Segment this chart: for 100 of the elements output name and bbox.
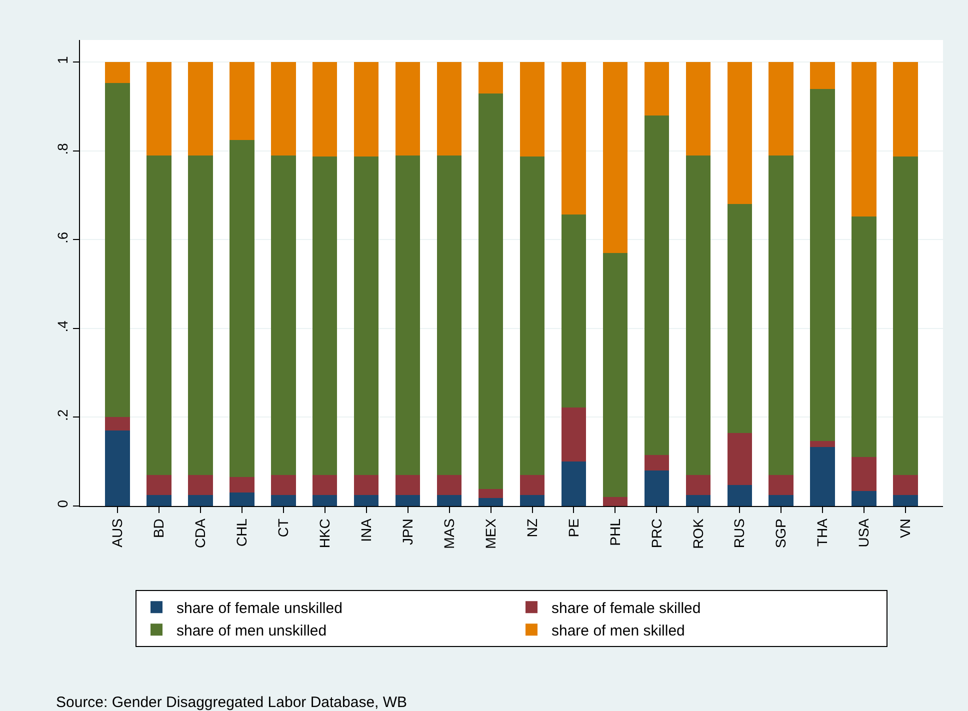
x-tick-label: CT — [274, 518, 291, 538]
bar — [810, 62, 836, 89]
x-tick-label: PHL — [606, 518, 623, 546]
x-tick-label: RUS — [731, 518, 748, 548]
bar — [478, 489, 504, 498]
bar — [810, 446, 836, 506]
bar — [768, 155, 794, 475]
bar — [602, 62, 628, 254]
bar — [436, 474, 462, 495]
legend-label: share of female unskilled — [176, 600, 342, 617]
bar — [270, 494, 296, 506]
bar — [188, 155, 213, 475]
bar — [354, 156, 379, 475]
bar — [229, 477, 254, 493]
bar — [768, 474, 794, 495]
bar — [354, 474, 379, 495]
x-tick-label: VN — [897, 518, 914, 538]
x-tick-label: INA — [358, 518, 374, 542]
bar — [104, 62, 130, 84]
bar — [312, 494, 338, 506]
bar — [354, 62, 379, 156]
x-tick-label: NZ — [524, 518, 540, 538]
bar — [312, 156, 338, 475]
bar — [893, 156, 918, 475]
x-tick-label: PE — [565, 518, 582, 538]
bar — [852, 490, 877, 506]
bar — [270, 155, 296, 475]
x-tick-label: CHL — [233, 518, 250, 547]
bar — [727, 485, 752, 506]
bar — [852, 457, 877, 491]
bar — [436, 155, 462, 475]
x-tick-label: BD — [150, 518, 166, 538]
bar — [146, 155, 172, 475]
bar — [188, 62, 213, 156]
bar — [644, 454, 670, 470]
bar — [312, 62, 338, 156]
bar — [395, 155, 420, 475]
legend-label: share of female skilled — [552, 600, 701, 617]
x-tick-label: MAS — [440, 518, 457, 549]
bar — [727, 62, 752, 204]
bar — [520, 62, 545, 156]
bar — [768, 494, 794, 506]
bar — [644, 115, 670, 455]
bar — [727, 204, 752, 434]
bar — [852, 216, 877, 458]
bar — [436, 494, 462, 506]
bar — [270, 474, 296, 495]
bar — [644, 470, 670, 506]
bar — [686, 62, 711, 156]
bar — [893, 62, 918, 156]
bar — [104, 417, 130, 431]
x-tick-label: ROK — [690, 518, 706, 549]
y-tick-label: .8 — [54, 142, 70, 155]
bar — [229, 140, 254, 478]
x-tick-label: JPN — [399, 518, 416, 546]
bar — [436, 62, 462, 156]
bar — [395, 62, 420, 156]
bar — [354, 494, 379, 506]
legend-label: share of men unskilled — [176, 622, 327, 640]
bar — [478, 62, 504, 94]
legend-label: share of men skilled — [552, 622, 685, 640]
bar — [893, 474, 918, 495]
bar — [561, 62, 586, 214]
bar — [395, 494, 420, 506]
source-note: Source: Gender Disaggregated Labor Database, WB — [56, 694, 408, 711]
bar — [478, 93, 504, 490]
bar — [104, 430, 130, 506]
x-tick-label: PRC — [648, 518, 664, 548]
x-tick-label: USA — [856, 518, 872, 548]
bar — [146, 62, 172, 156]
bar — [312, 474, 338, 495]
bar — [270, 62, 296, 156]
bar — [810, 88, 836, 442]
bar — [395, 474, 420, 495]
y-tick-label: .6 — [54, 232, 70, 244]
bar — [644, 62, 670, 116]
x-tick-label: THA — [814, 518, 830, 547]
bar — [686, 474, 711, 495]
bar — [520, 494, 545, 506]
bar — [146, 474, 172, 495]
bar — [852, 62, 877, 217]
bar — [229, 492, 254, 506]
bar — [686, 494, 711, 506]
bar — [561, 214, 586, 408]
bar — [520, 156, 545, 475]
y-tick-label: 1 — [54, 56, 70, 64]
x-tick-label: CDA — [192, 518, 208, 548]
bar — [602, 253, 628, 498]
bar — [188, 494, 213, 506]
bar — [602, 497, 628, 506]
bar — [520, 474, 545, 495]
bar — [104, 83, 130, 418]
bar — [727, 433, 752, 486]
bar — [768, 62, 794, 156]
y-tick-label: .4 — [54, 320, 70, 332]
bar — [893, 494, 918, 506]
bar — [810, 441, 836, 447]
bar — [561, 407, 586, 462]
x-tick-label: HKC — [316, 518, 332, 548]
y-tick-label: 0 — [54, 500, 70, 508]
